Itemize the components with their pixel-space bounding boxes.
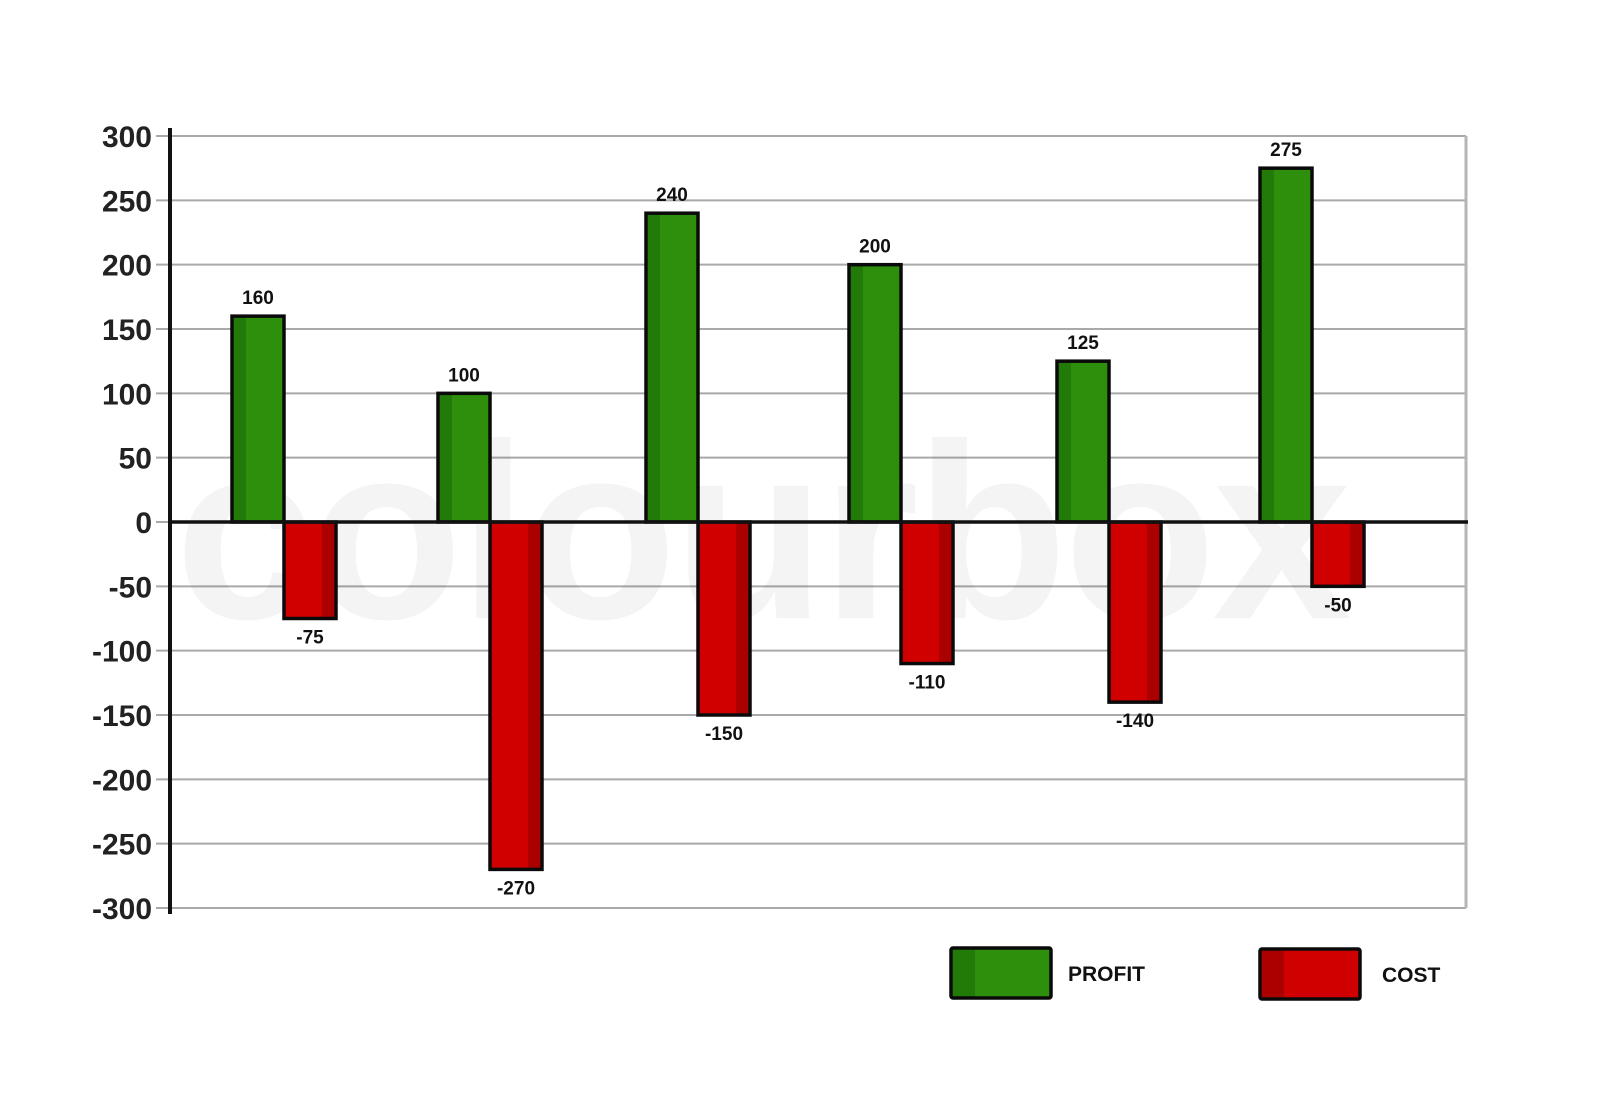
- y-tick-label: -300: [92, 893, 152, 926]
- y-tick-label: -50: [109, 571, 152, 604]
- legend-entry-cost: COST: [1258, 947, 1441, 1001]
- y-tick-label: -150: [92, 700, 152, 733]
- cost-bar: [899, 520, 955, 666]
- cost-bar: [1107, 520, 1163, 704]
- bar-value-label: -140: [1116, 711, 1154, 732]
- bar-value-label: 100: [448, 365, 480, 386]
- bar-value-label: 275: [1270, 140, 1302, 161]
- bar-value-label: -110: [909, 673, 946, 694]
- cost-bar: [696, 520, 752, 717]
- y-tick-label: -100: [92, 636, 152, 669]
- profit-bar: [644, 211, 700, 524]
- profit-bar: [1055, 359, 1111, 524]
- watermark: colourbox: [175, 392, 1350, 671]
- bar-value-label: 240: [656, 185, 688, 206]
- axes: [168, 128, 1468, 914]
- cost-bar: [1310, 520, 1366, 589]
- legend: PROFIT COST: [949, 946, 1441, 1001]
- y-tick-label: -250: [92, 829, 152, 862]
- profit-bar: [436, 391, 492, 524]
- y-tick-label: 50: [119, 443, 152, 476]
- y-tick-label: 300: [102, 121, 152, 154]
- profit-bar: [847, 262, 903, 524]
- bar-value-label: -150: [705, 724, 743, 745]
- y-tick-label: 100: [102, 378, 152, 411]
- bar-value-labels: 160 100 240 200 125 275 -75 -270 -150 -110 -140 -50: [242, 140, 1352, 899]
- y-tick-label: 250: [102, 185, 152, 218]
- y-tick-label: 150: [102, 314, 152, 347]
- bar-value-label: -50: [1324, 595, 1351, 616]
- bar-value-label: -75: [296, 628, 324, 649]
- profit-bar: [230, 314, 286, 524]
- y-tick-label: 0: [135, 507, 152, 540]
- y-tick-label: -200: [92, 764, 152, 797]
- legend-entry-profit: PROFIT: [949, 946, 1145, 1000]
- bar-value-label: -270: [497, 878, 535, 899]
- legend-label: PROFIT: [1068, 963, 1145, 986]
- y-tick-label: 200: [102, 250, 152, 283]
- bars: [230, 166, 1366, 872]
- legend-label: COST: [1382, 964, 1441, 987]
- bar-value-label: 160: [242, 288, 274, 309]
- cost-bar: [488, 520, 544, 872]
- y-axis-tick-labels: 300 250 200 150 100 50 0 -50 -100 -150 -200 -250 -30…: [92, 121, 152, 926]
- bar-value-label: 200: [859, 237, 891, 258]
- bar-value-label: 125: [1067, 333, 1099, 354]
- cost-bar: [282, 520, 338, 621]
- profit-bar: [1258, 166, 1314, 524]
